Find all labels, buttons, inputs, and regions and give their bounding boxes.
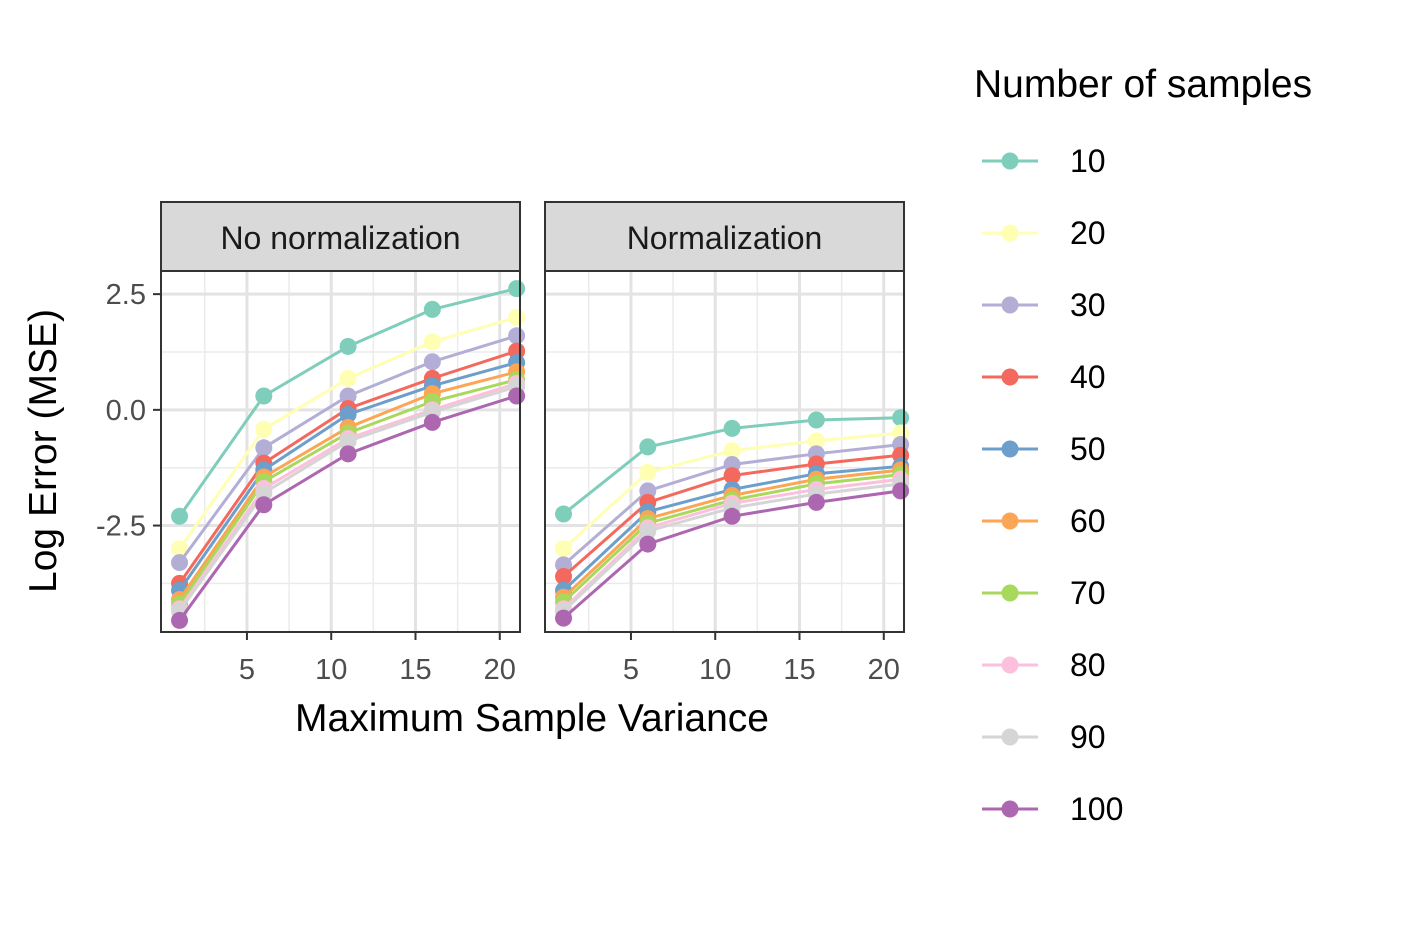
legend-key-point [1001, 728, 1019, 746]
data-point-50 [339, 405, 357, 423]
legend-item-90: 90 [982, 719, 1106, 755]
data-point-100 [423, 413, 441, 431]
data-point-20 [423, 333, 441, 351]
data-point-10 [723, 419, 741, 437]
legend-label: 20 [1070, 215, 1106, 251]
data-point-100 [508, 387, 526, 405]
legend-key-point [1001, 584, 1019, 602]
legend-key-point [1001, 800, 1019, 818]
legend-item-60: 60 [982, 503, 1106, 539]
data-point-10 [892, 409, 910, 427]
legend-key-point [1001, 512, 1019, 530]
legend-label: 100 [1070, 791, 1123, 827]
legend-item-100: 100 [982, 791, 1123, 827]
legend-label: 90 [1070, 719, 1106, 755]
legend-label: 30 [1070, 287, 1106, 323]
data-point-100 [255, 496, 273, 514]
x-tick-label: 5 [623, 654, 639, 686]
strip-label: Normalization [627, 220, 823, 256]
data-point-40 [723, 467, 741, 485]
data-point-30 [339, 387, 357, 405]
strip-background [160, 201, 521, 272]
data-point-20 [508, 308, 526, 326]
legend: Number of samples 10 20 30 40 50 60 70 80 90 100 [974, 63, 1312, 827]
data-point-100 [723, 507, 741, 525]
panel-border [160, 270, 521, 633]
legend-item-20: 20 [982, 215, 1106, 251]
data-point-40 [555, 567, 573, 585]
x-axis-title: Maximum Sample Variance [295, 697, 769, 740]
data-point-100 [892, 482, 910, 500]
legend-item-70: 70 [982, 575, 1106, 611]
legend-item-80: 80 [982, 647, 1106, 683]
legend-label: 40 [1070, 359, 1106, 395]
data-point-20 [171, 540, 189, 558]
y-axis-title: Log Error (MSE) [22, 309, 65, 593]
legend-item-30: 30 [982, 287, 1106, 323]
legend-item-40: 40 [982, 359, 1106, 395]
data-point-10 [508, 280, 526, 298]
x-tick-label: 10 [315, 654, 347, 686]
legend-label: 70 [1070, 575, 1106, 611]
x-tick-label: 10 [699, 654, 731, 686]
y-tick-label: 2.5 [106, 279, 146, 311]
data-point-10 [255, 387, 273, 405]
legend-title: Number of samples [974, 63, 1312, 106]
panel-no-normalization: No normalization [160, 201, 526, 633]
data-point-10 [423, 300, 441, 318]
x-tick-label: 15 [399, 654, 431, 686]
legend-key-point [1001, 440, 1019, 458]
data-point-100 [339, 445, 357, 463]
x-tick-label: 20 [484, 654, 516, 686]
y-axis: -2.5 0.0 2.5 [96, 279, 161, 543]
data-point-90 [639, 522, 657, 540]
legend-label: 80 [1070, 647, 1106, 683]
data-point-10 [555, 505, 573, 523]
x-tick-label: 20 [868, 654, 900, 686]
panel-border [544, 270, 905, 633]
x-tick-label: 5 [239, 654, 255, 686]
legend-item-10: 10 [982, 143, 1106, 179]
legend-label: 10 [1070, 143, 1106, 179]
data-point-20 [339, 369, 357, 387]
legend-label: 50 [1070, 431, 1106, 467]
data-point-30 [423, 353, 441, 371]
data-point-100 [807, 493, 825, 511]
legend-item-50: 50 [982, 431, 1106, 467]
data-point-90 [339, 432, 357, 450]
legend-key-point [1001, 368, 1019, 386]
data-point-20 [639, 463, 657, 481]
legend-key-point [1001, 224, 1019, 242]
data-point-30 [255, 439, 273, 457]
legend-label: 60 [1070, 503, 1106, 539]
y-tick-label: -2.5 [96, 511, 146, 543]
data-point-100 [171, 611, 189, 629]
x-axis: 5 10 15 20 5 10 15 20 [239, 632, 900, 686]
data-point-20 [555, 540, 573, 558]
legend-key-point [1001, 656, 1019, 674]
data-point-10 [171, 507, 189, 525]
data-point-20 [723, 442, 741, 460]
data-point-10 [339, 337, 357, 355]
panel-normalization: Normalization [544, 201, 910, 633]
data-point-20 [255, 420, 273, 438]
data-point-10 [807, 411, 825, 429]
data-point-10 [639, 438, 657, 456]
strip-label: No normalization [220, 220, 460, 256]
data-point-20 [807, 432, 825, 450]
y-tick-label: 0.0 [106, 395, 146, 427]
data-point-100 [555, 609, 573, 627]
data-point-100 [639, 535, 657, 553]
legend-key-point [1001, 296, 1019, 314]
x-tick-label: 15 [783, 654, 815, 686]
legend-key-point [1001, 152, 1019, 170]
data-point-30 [171, 554, 189, 572]
data-point-30 [508, 327, 526, 345]
